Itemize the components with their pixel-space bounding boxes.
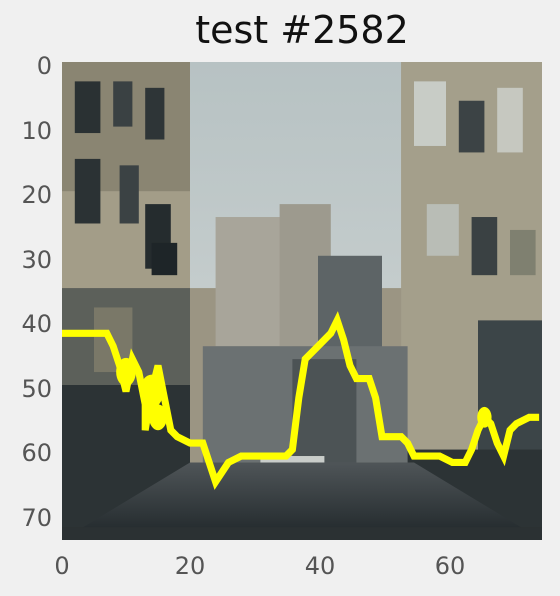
y-tick: 50: [21, 375, 52, 403]
x-tick: 20: [174, 552, 206, 580]
y-tick: 40: [21, 310, 52, 338]
contour-blob: [477, 406, 492, 428]
y-tick: 0: [36, 52, 52, 80]
chart-title: test #2582: [195, 8, 409, 52]
street-scene-image: [62, 62, 542, 540]
y-tick: 20: [21, 181, 52, 209]
x-tick: 0: [54, 552, 70, 580]
y-tick: 10: [21, 117, 52, 145]
image-plot: [62, 62, 542, 540]
y-tick: 30: [21, 246, 52, 274]
contour-blob: [139, 374, 164, 409]
contour-blob: [116, 357, 136, 387]
x-tick: 40: [304, 552, 336, 580]
contour-blob: [149, 404, 167, 431]
y-tick: 60: [21, 439, 52, 467]
yellow-contour-overlay: [62, 311, 540, 490]
contour-line: [62, 311, 540, 490]
y-tick: 70: [21, 504, 52, 532]
x-tick: 60: [434, 552, 466, 580]
